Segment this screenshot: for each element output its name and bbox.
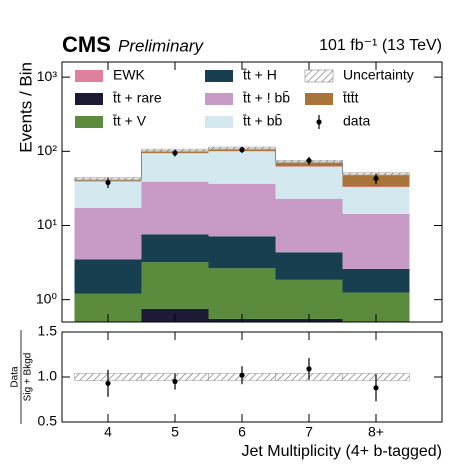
y-axis-label: Events / Bin (16, 62, 35, 153)
y-tick-label: 10⁰ (36, 290, 58, 306)
x-axis-label: Jet Multiplicity (4+ b-tagged) (241, 443, 442, 460)
x-tick-label: 7 (305, 424, 313, 440)
y-tick-label: 10³ (37, 68, 58, 84)
data-point (105, 179, 111, 186)
bar-segment (342, 187, 410, 214)
x-tick-label: 8+ (368, 424, 384, 440)
bar-segment (74, 207, 142, 260)
bar-segment (141, 234, 209, 263)
bar-segment (342, 213, 410, 269)
legend-marker (316, 119, 322, 125)
legend-label: t̄t + rare (113, 90, 162, 106)
ratio-label-num: Data (10, 366, 21, 388)
legend-swatch (205, 93, 233, 105)
x-tick-label: 6 (238, 424, 246, 440)
legend-swatch (75, 70, 103, 82)
bar-segment (208, 151, 276, 184)
data-point (172, 150, 178, 156)
bar-segment (275, 166, 343, 199)
ratio-point (306, 366, 312, 372)
bar-segment (275, 252, 343, 280)
bar-segment (208, 183, 276, 237)
legend-swatch (205, 116, 233, 128)
legend-label: t̄t + bb̄ (243, 113, 283, 129)
ratio-y-tick-label: 1.5 (38, 323, 58, 339)
data-point (306, 157, 312, 164)
ratio-point (105, 380, 111, 386)
lumi: 101 fb⁻¹ (13 TeV) (319, 37, 442, 54)
legend-label: data (343, 113, 370, 129)
ratio-point (373, 385, 379, 391)
ratio-point (172, 378, 178, 385)
bar-segment (275, 279, 343, 319)
legend-swatch (75, 93, 103, 105)
x-tick-label: 4 (104, 424, 112, 440)
legend-swatch (304, 69, 334, 83)
ratio-label-den: Sig + Bkgd (23, 353, 34, 402)
data-point (239, 147, 245, 153)
legend-label: t̄t + V (113, 113, 147, 129)
x-tick-label: 5 (171, 424, 179, 440)
experiment: CMS (62, 32, 111, 57)
ratio-y-tick-label: 0.5 (38, 413, 58, 429)
y-tick-label: 10¹ (37, 216, 58, 232)
main-frame (61, 61, 443, 323)
legend-label: t̄t + H (243, 67, 277, 83)
legend-swatch (75, 116, 103, 128)
legend-label: t̄tt̄t (343, 90, 359, 106)
bar-segment (275, 198, 343, 253)
y-tick-label: 10² (37, 142, 58, 158)
bar-segment (208, 268, 276, 319)
legend-swatch (305, 93, 333, 105)
ratio-point (239, 372, 245, 378)
legend-label: EWK (113, 67, 146, 83)
bar-segment (141, 181, 209, 235)
bar-segment (141, 262, 209, 309)
legend-label: t̄t + ! bb̄ (243, 90, 291, 106)
bar-segment (74, 259, 142, 294)
legend-swatch (205, 70, 233, 82)
legend-label: Uncertainty (343, 67, 414, 83)
status: Preliminary (118, 36, 205, 55)
ratio-y-tick-label: 1.0 (38, 368, 58, 384)
bar-segment (208, 236, 276, 269)
bar-segment (141, 153, 209, 182)
bar-segment (342, 268, 410, 293)
data-point (373, 175, 379, 182)
